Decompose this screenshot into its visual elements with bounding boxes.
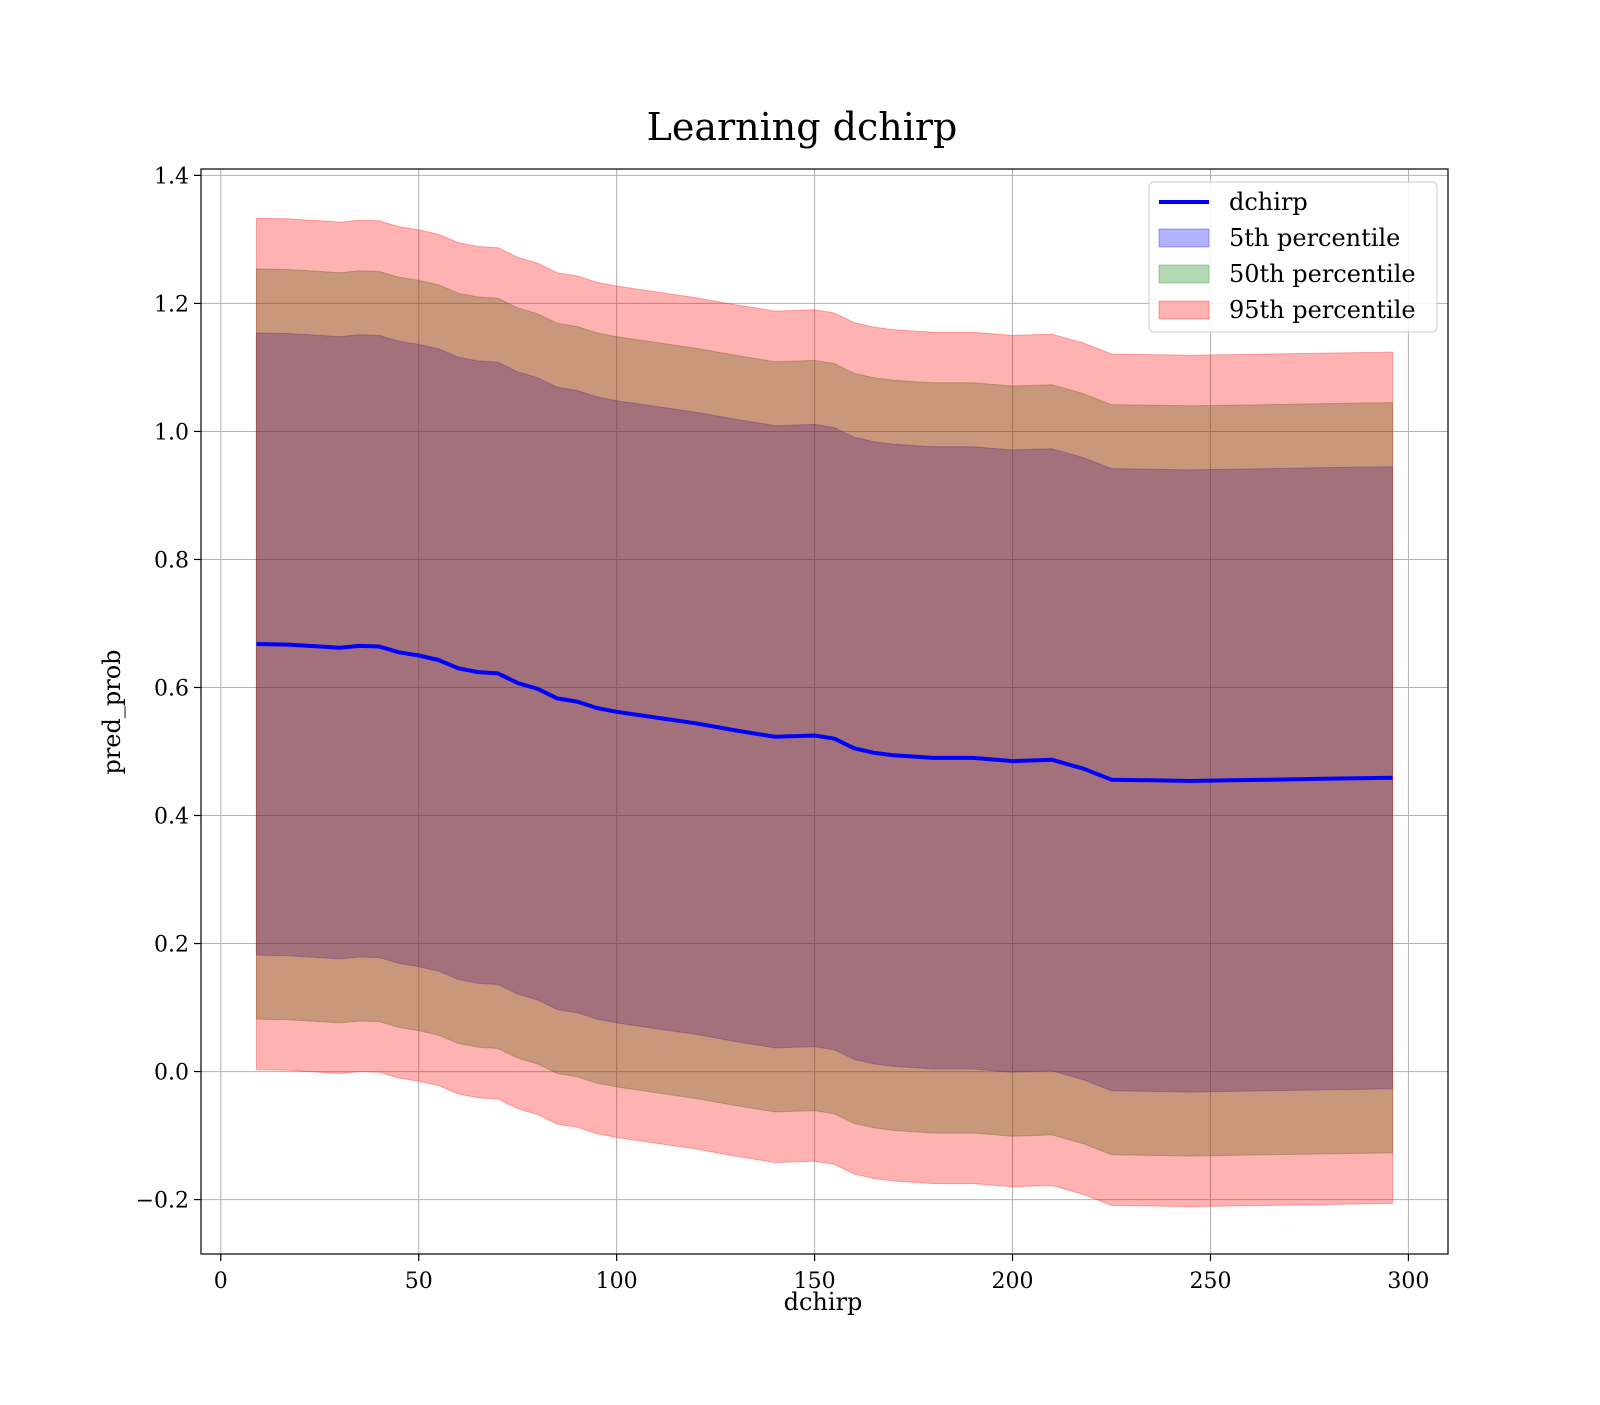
x-axis-label: dchirp bbox=[784, 1288, 863, 1316]
legend-box bbox=[1148, 181, 1438, 333]
band-layer bbox=[255, 217, 1394, 1208]
series-line-dchirp bbox=[256, 642, 1393, 783]
tick-layer: 0 50 100 150 200 250 300 −0.2 0.0 0.2 0.4 0.6 0.8 1.0… bbox=[136, 164, 1430, 1294]
y-tick-label: 0.6 bbox=[154, 676, 189, 701]
legend-entry-label: 95th percentile bbox=[1229, 296, 1416, 324]
y-tick-label: 1.2 bbox=[154, 292, 189, 317]
legend-entry-label: 50th percentile bbox=[1229, 260, 1416, 288]
band-50th-percentile bbox=[255, 268, 1394, 1157]
x-tick-label: 100 bbox=[596, 1269, 638, 1294]
chart-title: Learning dchirp bbox=[647, 105, 958, 149]
x-tick-label: 200 bbox=[992, 1269, 1034, 1294]
grid-layer bbox=[201, 169, 1448, 1254]
y-tick-label: 0.0 bbox=[154, 1061, 189, 1086]
legend-entry-label: 5th percentile bbox=[1229, 224, 1400, 252]
x-tick-label: 150 bbox=[794, 1269, 836, 1294]
line-layer bbox=[256, 642, 1393, 783]
y-tick-label: −0.2 bbox=[136, 1189, 189, 1214]
legend-swatch-patch bbox=[1158, 228, 1210, 248]
x-tick-label: 250 bbox=[1189, 1269, 1231, 1294]
legend-entry-label: dchirp bbox=[1229, 188, 1308, 216]
y-tick-label: 0.8 bbox=[154, 548, 189, 573]
x-tick-label: 0 bbox=[214, 1269, 228, 1294]
y-tick-label: 1.0 bbox=[154, 420, 189, 445]
plot-frame bbox=[200, 168, 1449, 1255]
legend-swatch-patch bbox=[1158, 264, 1210, 284]
x-tick-label: 50 bbox=[405, 1269, 433, 1294]
band-5th-percentile bbox=[255, 332, 1394, 1093]
y-tick-label: 1.4 bbox=[154, 164, 189, 189]
legend-swatch-patch bbox=[1158, 300, 1210, 320]
y-tick-label: 0.2 bbox=[154, 933, 189, 958]
band-95th-percentile bbox=[255, 217, 1394, 1208]
x-tick-label: 300 bbox=[1387, 1269, 1429, 1294]
y-tick-label: 0.4 bbox=[154, 805, 189, 830]
y-axis-label: pred_prob bbox=[98, 649, 126, 774]
legend: dchirp 5th percentile 50th percentile 95th … bbox=[1148, 181, 1438, 333]
